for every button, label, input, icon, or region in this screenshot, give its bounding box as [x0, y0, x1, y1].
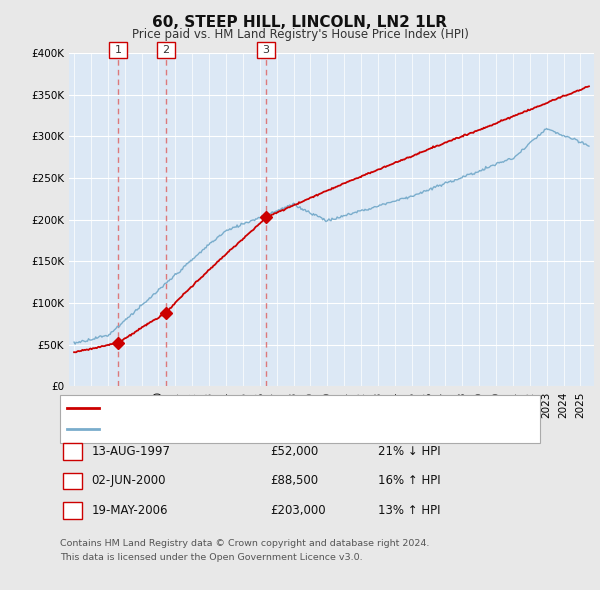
Text: £88,500: £88,500 [270, 474, 318, 487]
Text: £52,000: £52,000 [270, 445, 318, 458]
Text: 60, STEEP HILL, LINCOLN, LN2 1LR (detached house): 60, STEEP HILL, LINCOLN, LN2 1LR (detach… [105, 404, 400, 413]
Text: 02-JUN-2000: 02-JUN-2000 [91, 474, 166, 487]
Text: 2: 2 [69, 474, 76, 487]
Text: 1: 1 [115, 45, 122, 55]
Text: 2: 2 [162, 45, 169, 55]
Text: 16% ↑ HPI: 16% ↑ HPI [378, 474, 440, 487]
Text: 19-MAY-2006: 19-MAY-2006 [91, 504, 168, 517]
Text: 3: 3 [263, 45, 269, 55]
Text: 60, STEEP HILL, LINCOLN, LN2 1LR: 60, STEEP HILL, LINCOLN, LN2 1LR [152, 15, 448, 30]
Text: 13% ↑ HPI: 13% ↑ HPI [378, 504, 440, 517]
Text: 3: 3 [69, 504, 76, 517]
Text: HPI: Average price, detached house, Lincoln: HPI: Average price, detached house, Linc… [105, 424, 351, 434]
Text: Price paid vs. HM Land Registry's House Price Index (HPI): Price paid vs. HM Land Registry's House … [131, 28, 469, 41]
Text: £203,000: £203,000 [270, 504, 326, 517]
Text: 21% ↓ HPI: 21% ↓ HPI [378, 445, 440, 458]
Text: This data is licensed under the Open Government Licence v3.0.: This data is licensed under the Open Gov… [60, 553, 362, 562]
Text: 1: 1 [69, 445, 76, 458]
Text: 13-AUG-1997: 13-AUG-1997 [91, 445, 170, 458]
Text: Contains HM Land Registry data © Crown copyright and database right 2024.: Contains HM Land Registry data © Crown c… [60, 539, 430, 548]
